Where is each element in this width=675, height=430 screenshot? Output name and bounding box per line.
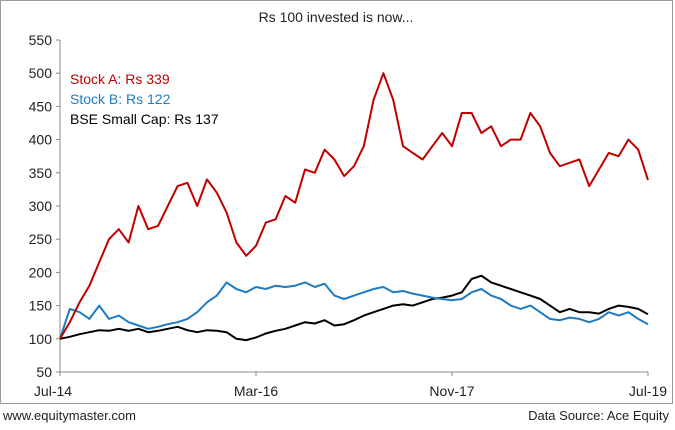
legend-entry-stock-b: Stock B: Rs 122 <box>70 91 171 107</box>
x-tick-label: Jul-14 <box>34 383 72 399</box>
data-source: Data Source: Ace Equity <box>528 408 669 423</box>
series-layer <box>59 72 649 342</box>
x-axis: Jul-14 Mar-16 Nov-17 Jul-19 <box>34 371 667 399</box>
y-tick-label: 100 <box>29 331 53 347</box>
y-tick-label: 300 <box>29 198 53 214</box>
x-tick-label: Jul-19 <box>629 383 667 399</box>
series-line-bse-small-cap <box>59 274 649 342</box>
legend-entry-bse-small-cap: BSE Small Cap: Rs 137 <box>70 111 219 127</box>
y-tick-label: 350 <box>29 165 53 181</box>
source-site: www.equitymaster.com <box>3 408 136 423</box>
chart-frame <box>0 0 673 404</box>
y-tick-label: 450 <box>29 98 53 114</box>
x-tick-label: Mar-16 <box>234 383 279 399</box>
y-tick-label: 150 <box>29 298 53 314</box>
legend-entry-stock-a: Stock A: Rs 339 <box>70 71 170 87</box>
y-tick-label: 50 <box>36 364 52 380</box>
y-tick-label: 250 <box>29 231 53 247</box>
y-axis: 50 100 150 200 250 300 350 400 450 500 550 <box>29 32 61 380</box>
y-tick-label: 550 <box>29 32 53 48</box>
x-tick-label: Nov-17 <box>429 383 474 399</box>
y-tick-label: 500 <box>29 65 53 81</box>
series-line-stock-b <box>59 281 649 340</box>
chart-title: Rs 100 invested is now... <box>259 9 414 25</box>
series-line-stock-a <box>59 72 649 340</box>
y-tick-label: 200 <box>29 264 53 280</box>
line-chart: Rs 100 invested is now... 50 100 150 200 250… <box>29 9 668 399</box>
legend: Stock A: Rs 339 Stock B: Rs 122 BSE Small … <box>70 71 219 127</box>
y-tick-label: 400 <box>29 132 53 148</box>
